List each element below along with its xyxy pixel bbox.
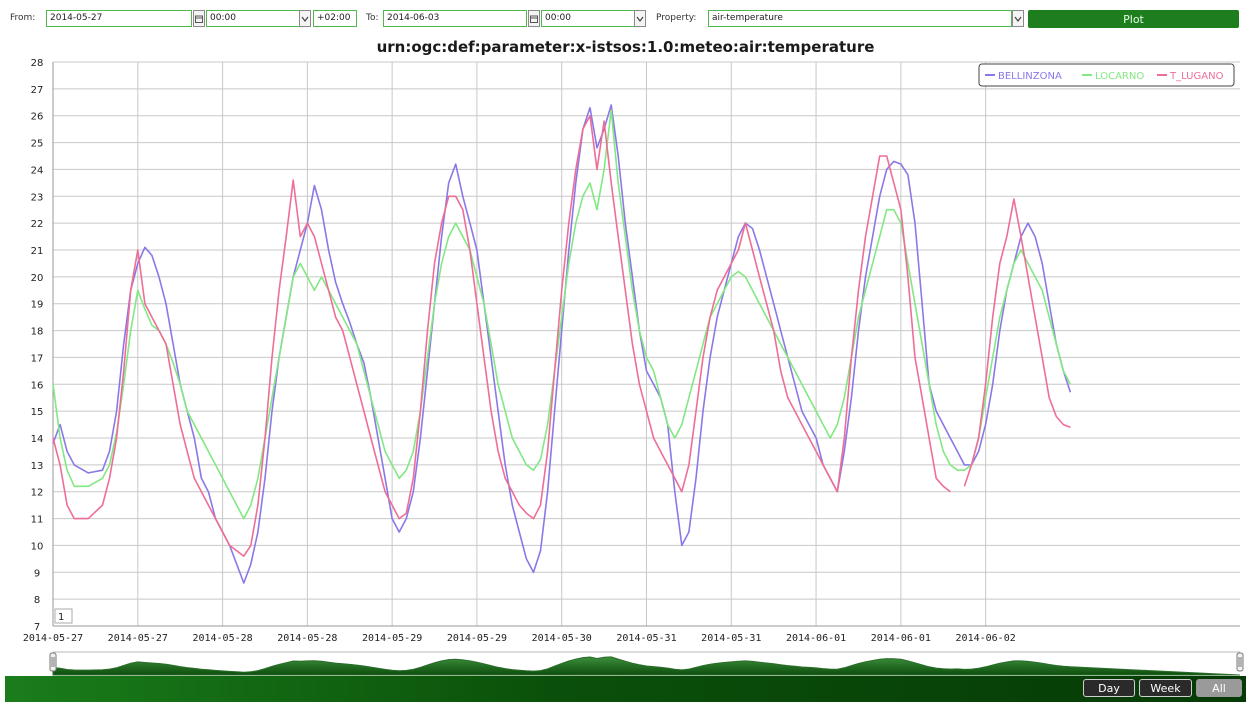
y-tick-label: 17	[31, 353, 44, 364]
from-date-input[interactable]: 2014-05-27	[46, 10, 192, 27]
navigator-right-handle[interactable]	[1236, 652, 1244, 672]
y-tick-label: 15	[31, 407, 44, 418]
legend-item-bellinzona[interactable]: BELLINZONA	[998, 71, 1062, 82]
x-tick-label: 2014-05-29	[362, 633, 422, 644]
range-week-button[interactable]: Week	[1139, 679, 1192, 697]
x-tick-label: 2014-05-31	[616, 633, 676, 644]
y-tick-label: 23	[31, 192, 44, 203]
to-date-input[interactable]: 2014-06-03	[383, 10, 527, 27]
property-label: Property:	[656, 13, 697, 23]
y-tick-label: 27	[31, 85, 44, 96]
legend-item-locarno[interactable]: LOCARNO	[1095, 71, 1144, 82]
toolbar: From: 2014-05-27 00:00 +02:00 To: 2014-0…	[0, 0, 1251, 34]
range-selector-bar	[5, 676, 1246, 702]
series-line-bellinzona	[52, 104, 1072, 584]
y-tick-label: 12	[31, 488, 44, 499]
x-tick-label: 2014-05-27	[23, 633, 83, 644]
y-tick-label: 26	[31, 112, 44, 123]
x-tick-label: 2014-06-01	[786, 633, 846, 644]
y-tick-label: 22	[31, 219, 44, 230]
x-tick-label: 2014-05-28	[192, 633, 252, 644]
y-tick-label: 18	[31, 327, 44, 338]
x-tick-label: 2014-05-28	[277, 633, 337, 644]
y-tick-label: 10	[31, 541, 44, 552]
y-tick-label: 24	[31, 165, 44, 176]
y-tick-label: 13	[31, 461, 44, 472]
y-tick-label: 21	[31, 246, 44, 257]
to-time-chevron-down-icon[interactable]	[634, 10, 646, 27]
grid	[52, 61, 1240, 627]
property-chevron-down-icon[interactable]	[1012, 10, 1024, 27]
from-label: From:	[10, 13, 36, 23]
y-tick-label: 9	[34, 568, 40, 579]
to-label: To:	[366, 13, 379, 23]
x-tick-label: 2014-05-31	[701, 633, 761, 644]
navigator-area	[52, 656, 1241, 676]
x-tick-label: 2014-06-01	[871, 633, 931, 644]
y-tick-label: 8	[34, 595, 40, 606]
property-select[interactable]: air-temperature	[708, 10, 1012, 27]
zoom-box-label: 1	[58, 612, 64, 623]
zoom-box-frame[interactable]	[54, 608, 73, 624]
x-tick-label: 2014-06-02	[956, 633, 1016, 644]
legend[interactable]: BELLINZONA LOCARNO T_LUGANO	[978, 63, 1235, 87]
y-axis: 7 8 9 10 11 12 13 14 15 16 17 18 19 20 21 22 23 24 25 26 27 2…	[31, 58, 44, 633]
x-tick-label: 2014-05-29	[447, 633, 507, 644]
y-tick-label: 7	[34, 622, 40, 633]
zoom-box[interactable]: 1	[54, 608, 73, 624]
navigator-left-handle[interactable]	[49, 652, 57, 672]
series-lines	[52, 104, 1072, 584]
plot-button[interactable]: Plot	[1028, 10, 1239, 28]
x-tick-label: 2014-05-30	[532, 633, 592, 644]
from-calendar-icon[interactable]	[193, 10, 205, 27]
y-tick-label: 14	[31, 434, 44, 445]
y-tick-label: 25	[31, 139, 44, 150]
navigator[interactable]	[49, 651, 1244, 676]
y-tick-label: 11	[31, 515, 44, 526]
y-tick-label: 19	[31, 300, 44, 311]
y-tick-label: 20	[31, 273, 44, 284]
to-calendar-icon[interactable]	[528, 10, 540, 27]
legend-box	[978, 63, 1235, 87]
legend-item-t-lugano[interactable]: T_LUGANO	[1169, 71, 1224, 82]
range-day-button[interactable]: Day	[1083, 679, 1135, 697]
timezone-input[interactable]: +02:00	[313, 10, 357, 27]
series-line-t-lugano	[52, 114, 1071, 557]
x-axis: 2014-05-27 2014-05-27 2014-05-28 2014-05-28…	[23, 633, 1016, 644]
y-tick-label: 28	[31, 58, 44, 69]
chart-title: urn:ogc:def:parameter:x-istsos:1.0:meteo…	[376, 38, 875, 56]
y-tick-label: 16	[31, 380, 44, 391]
from-time-chevron-down-icon[interactable]	[299, 10, 311, 27]
range-all-button[interactable]: All	[1196, 679, 1242, 697]
x-tick-label: 2014-05-27	[108, 633, 168, 644]
